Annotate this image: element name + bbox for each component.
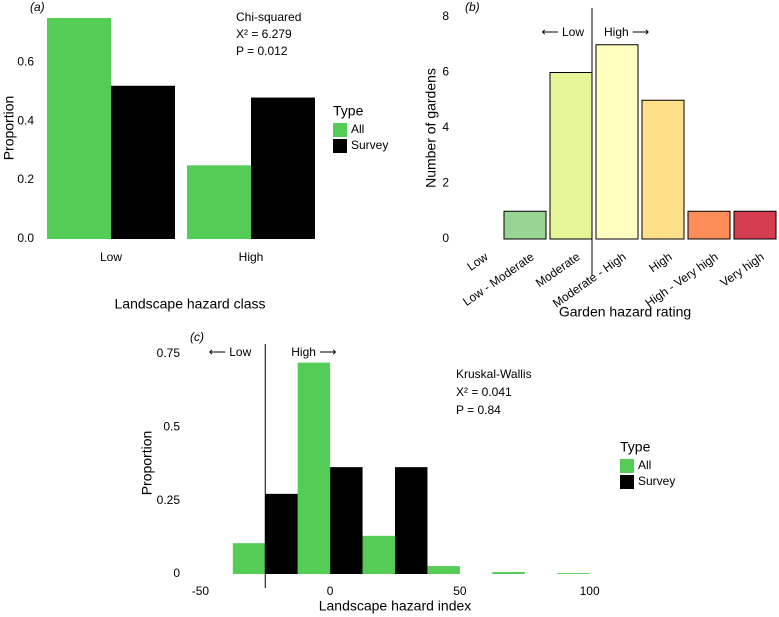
x-tick-label: High — [646, 250, 674, 276]
bar — [503, 210, 547, 240]
x-tick-label: Very high — [718, 250, 767, 290]
x-tick-label: 50 — [453, 584, 467, 598]
bar — [297, 362, 331, 574]
bar — [549, 72, 593, 240]
y-tick-label: 2 — [442, 176, 449, 190]
annotation: P = 0.84 — [456, 403, 501, 417]
bar — [232, 543, 266, 574]
legend-label: Survey — [638, 474, 675, 488]
y-tick-label: 6 — [442, 65, 449, 79]
x-tick-label: 0 — [327, 584, 334, 598]
bar — [595, 44, 639, 240]
x-tick-label: 100 — [580, 584, 600, 598]
panel-label: (c) — [190, 330, 204, 344]
annotation: Chi-squared — [236, 10, 301, 24]
bar — [362, 535, 395, 574]
annotation: Kruskal-Wallis — [456, 367, 532, 381]
annotation: ⟵ Low — [209, 345, 252, 359]
bar — [557, 573, 590, 574]
y-tick-label: 0.2 — [17, 172, 34, 186]
y-axis-label: Proportion — [139, 431, 155, 496]
y-tick-label: 8 — [442, 9, 449, 23]
annotation: X² = 0.041 — [456, 385, 512, 399]
legend-label: All — [351, 122, 364, 136]
legend-label: All — [638, 458, 651, 472]
y-tick-label: 0 — [442, 231, 449, 245]
x-tick-label: High — [239, 250, 264, 264]
bar — [111, 85, 175, 239]
y-tick-label: 0.6 — [17, 54, 34, 68]
legend-swatch — [620, 459, 634, 473]
bar — [187, 165, 251, 239]
legend-title: Type — [333, 103, 364, 119]
bar — [687, 210, 731, 240]
annotation: High ⟶ — [604, 25, 649, 39]
bar — [265, 493, 298, 574]
y-axis-label: Number of gardens — [423, 68, 439, 188]
legend-swatch — [333, 139, 347, 153]
legend-title: Type — [620, 439, 651, 455]
panel-label: (a) — [30, 0, 45, 14]
x-tick-label: Low — [100, 250, 122, 264]
x-axis-label: Garden hazard rating — [559, 304, 691, 320]
legend-label: Survey — [351, 138, 388, 152]
annotation: X² = 6.279 — [236, 27, 292, 41]
y-tick-label: 4 — [442, 120, 449, 134]
annotation: ⟵ Low — [541, 25, 584, 39]
bar — [251, 97, 315, 239]
y-axis-label: Proportion — [1, 96, 17, 161]
y-tick-label: 0.4 — [17, 113, 34, 127]
x-axis-label: Landscape hazard index — [319, 598, 472, 614]
x-axis-label: Landscape hazard class — [115, 296, 266, 312]
legend-swatch — [333, 123, 347, 137]
annotation: P = 0.012 — [236, 44, 288, 58]
bar — [330, 467, 363, 574]
bar — [427, 566, 460, 574]
y-tick-label: 0.5 — [163, 419, 180, 433]
y-tick-label: 0 — [173, 566, 180, 580]
y-tick-label: 0.25 — [157, 493, 181, 507]
bar — [492, 571, 525, 574]
bar — [733, 210, 777, 240]
bar — [395, 467, 428, 574]
bar — [641, 99, 685, 240]
x-tick-label: -50 — [192, 584, 210, 598]
annotation: High ⟶ — [291, 345, 336, 359]
legend-swatch — [620, 475, 634, 489]
y-tick-label: 0.75 — [157, 346, 181, 360]
bar — [47, 18, 111, 239]
panel-label: (b) — [465, 0, 480, 14]
x-tick-label: Low — [464, 249, 490, 273]
y-tick-label: 0.0 — [17, 231, 34, 245]
